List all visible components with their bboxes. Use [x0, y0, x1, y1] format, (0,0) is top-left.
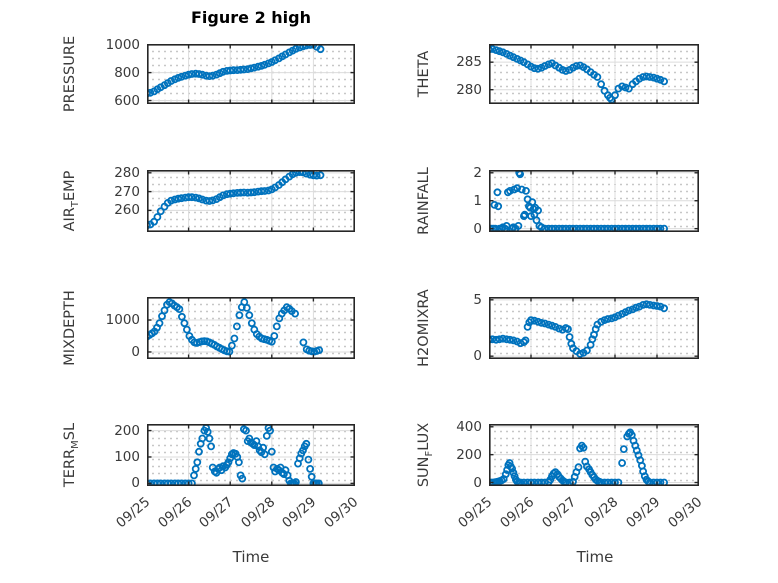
- ytick-label-mixdepth: 1000: [105, 312, 140, 328]
- ytick-label-terr-msl: 200: [114, 422, 140, 439]
- subplot-theta: [489, 44, 699, 104]
- y-axis-label-sun-flux: SUNFLUX: [416, 422, 435, 488]
- ytick-label-rainfall: 2: [473, 164, 482, 181]
- subplot-pressure: [147, 44, 355, 104]
- subplot-air-temp: [147, 170, 355, 232]
- subplot-theta-markers: [489, 45, 669, 104]
- subplot-air-temp-plot: [147, 170, 355, 232]
- ytick-label-rainfall: 1: [473, 192, 482, 209]
- subplot-mixdepth-plot: [147, 297, 355, 359]
- ytick-label-pressure: 600: [114, 92, 140, 109]
- subplot-air-temp-markers: [147, 170, 325, 230]
- ytick-label-air-temp: 270: [114, 183, 140, 200]
- ytick-label-sun-flux: 400: [456, 418, 482, 435]
- subplot-rainfall-plot: [489, 170, 699, 232]
- subplot-mixdepth: [147, 297, 355, 359]
- ytick-label-air-temp: 280: [114, 164, 140, 181]
- subplot-pressure-plot: [147, 44, 355, 104]
- subplot-h2omixra-plot: [489, 297, 699, 359]
- subplot-sun-flux-markers: [489, 428, 668, 486]
- subplot-h2omixra-markers: [489, 300, 669, 358]
- ytick-label-terr-msl: 100: [114, 448, 140, 465]
- x-axis-label-right: Time: [576, 548, 614, 566]
- x-axis-label-left: Time: [232, 548, 270, 566]
- subplot-rainfall: [489, 170, 699, 232]
- subplot-sun-flux: [489, 424, 699, 486]
- ytick-label-pressure: 800: [114, 64, 140, 81]
- ytick-label-h2omixra: 5: [473, 291, 482, 308]
- ytick-label-pressure: 1000: [105, 36, 140, 53]
- ytick-label-mixdepth: 0: [131, 343, 140, 360]
- subplot-h2omixra: [489, 297, 699, 359]
- subplot-mixdepth-markers: [147, 298, 324, 356]
- ytick-label-theta: 285: [456, 54, 482, 71]
- ytick-label-h2omixra: 0: [473, 348, 482, 365]
- subplot-terr-msl-plot: [147, 424, 355, 486]
- ytick-label-terr-msl: 0: [131, 475, 140, 492]
- ytick-label-rainfall: 0: [473, 220, 482, 237]
- subplot-pressure-markers: [147, 44, 325, 98]
- subplot-terr-msl: [147, 424, 355, 486]
- y-axis-label-terr-msl: TERRMSL: [62, 422, 81, 488]
- figure-title: Figure 2 high: [191, 8, 311, 27]
- ytick-label-air-temp: 260: [114, 202, 140, 219]
- ytick-label-sun-flux: 0: [473, 474, 482, 491]
- ytick-label-theta: 280: [456, 81, 482, 98]
- subplot-terr-msl-markers: [147, 424, 323, 486]
- subplot-sun-flux-plot: [489, 424, 699, 486]
- ytick-label-sun-flux: 200: [456, 446, 482, 463]
- subplot-theta-plot: [489, 44, 699, 104]
